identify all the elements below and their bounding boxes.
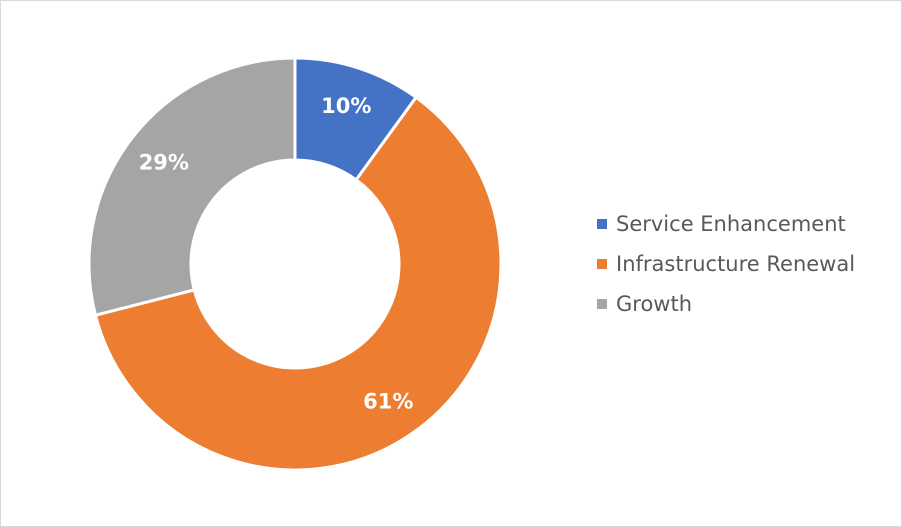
legend-label: Infrastructure Renewal <box>616 252 856 276</box>
data-label-infrastructure-renewal: 61% <box>363 389 413 413</box>
legend-swatch <box>597 299 607 309</box>
legend-swatch <box>597 219 607 229</box>
legend-label: Service Enhancement <box>616 212 846 236</box>
legend-label: Growth <box>616 292 693 316</box>
slice-growth <box>87 56 297 318</box>
legend: Service Enhancement Infrastructure Renew… <box>597 204 855 324</box>
legend-swatch <box>597 259 607 269</box>
legend-item-growth: Growth <box>597 284 855 324</box>
legend-item-infrastructure-renewal: Infrastructure Renewal <box>597 244 855 284</box>
data-label-growth: 29% <box>139 150 189 174</box>
data-label-service-enhancement: 10% <box>321 94 371 118</box>
legend-item-service-enhancement: Service Enhancement <box>597 204 855 244</box>
slice-infrastructure-renewal <box>93 95 503 472</box>
